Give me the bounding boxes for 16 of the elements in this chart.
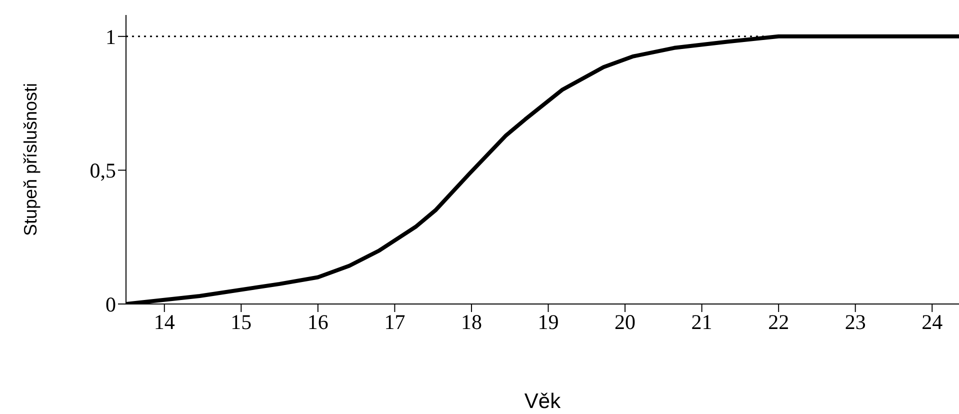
x-tick-label: 18 [460, 310, 482, 334]
x-tick-label: 14 [154, 310, 176, 334]
x-tick-label: 23 [844, 310, 866, 334]
y-tick-label: 1 [106, 24, 116, 49]
x-axis-title: Věk [524, 390, 562, 413]
x-tick-label: 21 [691, 310, 712, 334]
x-tick-label: 22 [768, 310, 790, 334]
x-tick-label: 16 [307, 310, 328, 334]
x-tick-label: 15 [230, 310, 252, 334]
y-tick-label: 0 [106, 292, 116, 316]
x-tick-label: 20 [614, 310, 636, 334]
y-tick-label: 0,5 [90, 158, 116, 183]
x-tick-label: 24 [922, 310, 944, 334]
y-axis-title: Stupeň příslušnosti [20, 82, 40, 236]
x-tick-label: 19 [538, 310, 559, 334]
x-tick-label: 17 [384, 310, 406, 334]
